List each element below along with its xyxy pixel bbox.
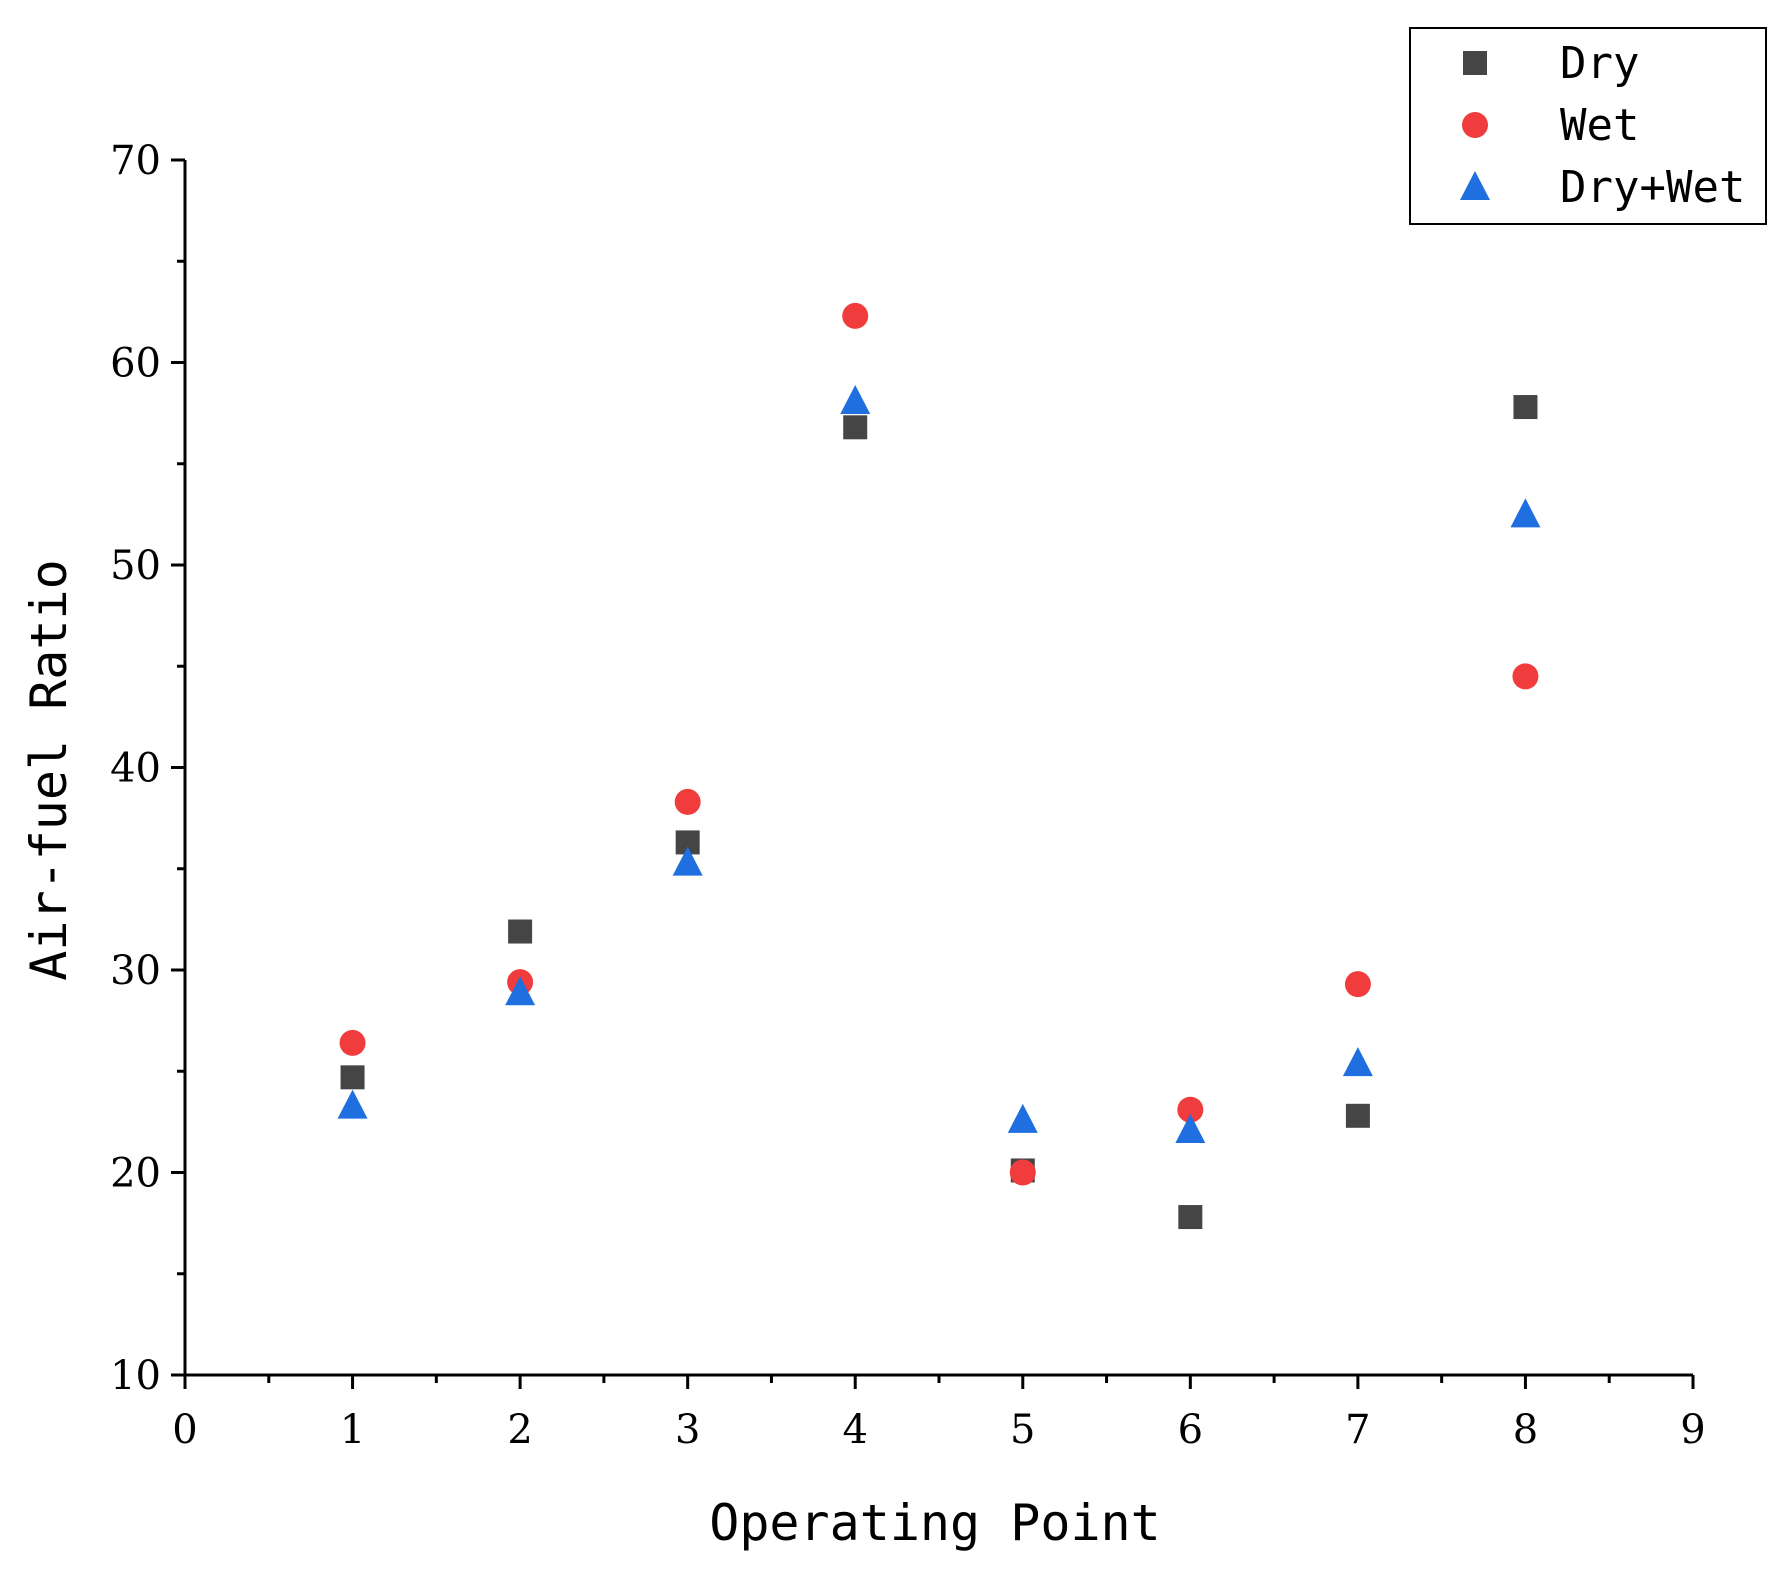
data-point-circle — [1009, 1159, 1036, 1186]
data-point-triangle — [505, 976, 536, 1006]
data-point-circle — [1177, 1096, 1204, 1123]
y-tick-labels: 10 20 30 40 50 60 70 — [110, 138, 161, 1399]
data-point-triangle — [840, 384, 871, 414]
data-point-triangle — [1342, 1047, 1373, 1077]
legend-marker-triangle — [1460, 171, 1490, 200]
legend-marker-circle — [1462, 112, 1488, 138]
series-dry — [340, 395, 1538, 1230]
legend-label: Wet — [1560, 100, 1639, 151]
legend-marker-square — [1463, 51, 1487, 75]
y-tick-label: 10 — [110, 1353, 161, 1399]
data-point-triangle — [1007, 1103, 1038, 1133]
data-point-circle — [1344, 971, 1371, 998]
data-point-triangle — [672, 846, 703, 876]
data-point-square — [1178, 1205, 1203, 1230]
x-tick-label: 7 — [1345, 1407, 1370, 1453]
series-wet — [339, 302, 1539, 1186]
x-tick-labels: 0 1 2 3 4 5 6 7 8 9 — [172, 1407, 1705, 1453]
y-tick-label: 20 — [110, 1151, 161, 1197]
data-point-square — [1513, 395, 1538, 420]
x-tick-label: 6 — [1178, 1407, 1203, 1453]
data-point-square — [843, 415, 868, 440]
x-tick-label: 5 — [1010, 1407, 1035, 1453]
x-axis-title: Operating Point — [709, 1494, 1161, 1552]
data-point-triangle — [337, 1089, 368, 1119]
axes — [171, 158, 1695, 1389]
y-tick-label: 70 — [110, 138, 161, 184]
data-point-triangle — [1175, 1113, 1206, 1143]
x-tick-label: 2 — [507, 1407, 532, 1453]
y-axis-title: Air-fuel Ratio — [20, 559, 78, 980]
y-tick-label: 50 — [110, 543, 161, 589]
data-point-circle — [842, 302, 869, 329]
legend-label: Dry+Wet — [1560, 162, 1745, 213]
data-point-triangle — [1510, 498, 1541, 528]
data-point-circle — [339, 1029, 366, 1056]
data-point-square — [340, 1065, 365, 1090]
x-tick-label: 3 — [675, 1407, 700, 1453]
data-points — [337, 302, 1541, 1230]
data-point-circle — [674, 788, 701, 815]
x-tick-label: 9 — [1680, 1407, 1705, 1453]
y-tick-label: 30 — [110, 948, 161, 994]
x-tick-label: 4 — [842, 1407, 867, 1453]
y-tick-label: 40 — [110, 746, 161, 792]
legend: Dry Wet Dry+Wet — [1409, 27, 1767, 225]
x-tick-label: 8 — [1513, 1407, 1538, 1453]
x-tick-label: 0 — [172, 1407, 197, 1453]
legend-label: Dry — [1560, 38, 1639, 89]
data-point-square — [508, 919, 533, 944]
data-point-circle — [1512, 663, 1539, 690]
series-dry-wet — [337, 384, 1541, 1143]
x-tick-label: 1 — [340, 1407, 365, 1453]
data-point-square — [1345, 1103, 1370, 1128]
y-tick-label: 60 — [110, 341, 161, 387]
